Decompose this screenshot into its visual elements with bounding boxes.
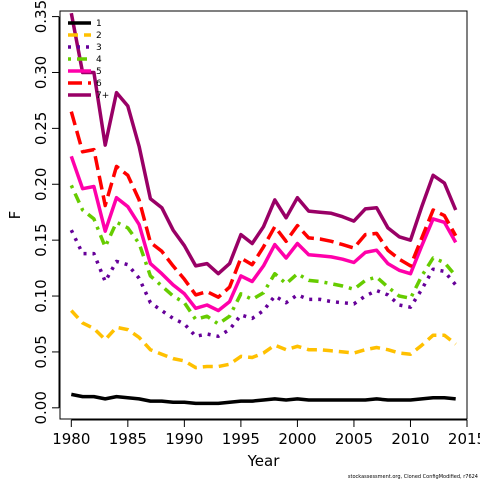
x-tick-label: 2010 (391, 430, 429, 448)
series-line-7plus (69, 12, 458, 276)
x-tick-label: 1995 (222, 430, 260, 448)
y-tick-label: 0.10 (32, 279, 50, 312)
series-line-5 (69, 155, 458, 313)
legend-label: 4 (96, 55, 102, 65)
x-axis-title: Year (247, 452, 281, 470)
x-tick-label: 2015 (448, 430, 480, 448)
legend: 1 2 3 4 5 6 7+ (68, 19, 109, 101)
x-tick-label: 1990 (165, 430, 203, 448)
y-tick-label: 0.35 (32, 0, 50, 33)
series-line-2 (70, 309, 457, 370)
y-tick-label: 0.20 (32, 168, 50, 201)
x-tick-label: 1980 (52, 430, 90, 448)
legend-label: 7+ (96, 91, 109, 101)
y-tick-label: 0.30 (32, 56, 50, 89)
footer-note: stockassessment.org, Cloned ConfigModifi… (348, 474, 478, 480)
legend-label: 6 (96, 79, 102, 89)
legend-label: 2 (96, 31, 102, 41)
y-axis-title: F (6, 211, 24, 220)
legend-label: 3 (96, 43, 102, 53)
x-tick-label: 2000 (278, 430, 316, 448)
y-tick-label: 0.05 (32, 335, 50, 368)
x-tick-label: 1985 (109, 430, 147, 448)
x-tick-label: 2005 (335, 430, 373, 448)
legend-label: 5 (96, 67, 102, 77)
y-tick-label: 0.25 (32, 112, 50, 145)
series-layer (69, 12, 458, 406)
series-line-4 (69, 184, 458, 326)
y-axis: 0.00 0.05 0.10 0.15 0.20 0.25 0.30 0.35 (32, 0, 60, 425)
series-line-1 (70, 392, 456, 406)
legend-label: 1 (96, 19, 102, 29)
series-line-6 (69, 111, 458, 299)
y-tick-label: 0.00 (32, 391, 50, 424)
plot-frame (59, 10, 468, 420)
y-tick-label: 0.15 (32, 223, 50, 256)
plot-area (59, 10, 468, 420)
x-axis: 1980 1985 1990 1995 2000 2005 2010 2015 (52, 419, 480, 448)
